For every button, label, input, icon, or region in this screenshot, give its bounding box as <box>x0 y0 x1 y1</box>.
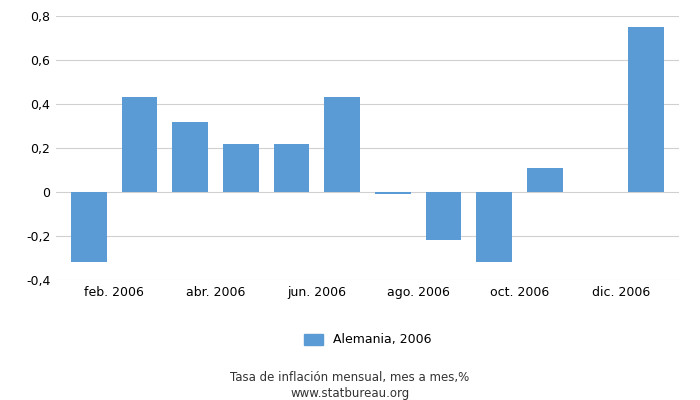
Bar <box>122 98 158 192</box>
Bar <box>324 98 360 192</box>
Text: www.statbureau.org: www.statbureau.org <box>290 388 410 400</box>
Bar <box>223 144 258 192</box>
Text: Tasa de inflación mensual, mes a mes,%: Tasa de inflación mensual, mes a mes,% <box>230 372 470 384</box>
Bar <box>629 27 664 192</box>
Bar <box>426 192 461 240</box>
Bar <box>477 192 512 262</box>
Legend: Alemania, 2006: Alemania, 2006 <box>299 328 436 352</box>
Bar <box>527 168 563 192</box>
Bar <box>71 192 106 262</box>
Bar <box>375 192 411 194</box>
Bar <box>274 144 309 192</box>
Bar <box>172 122 208 192</box>
